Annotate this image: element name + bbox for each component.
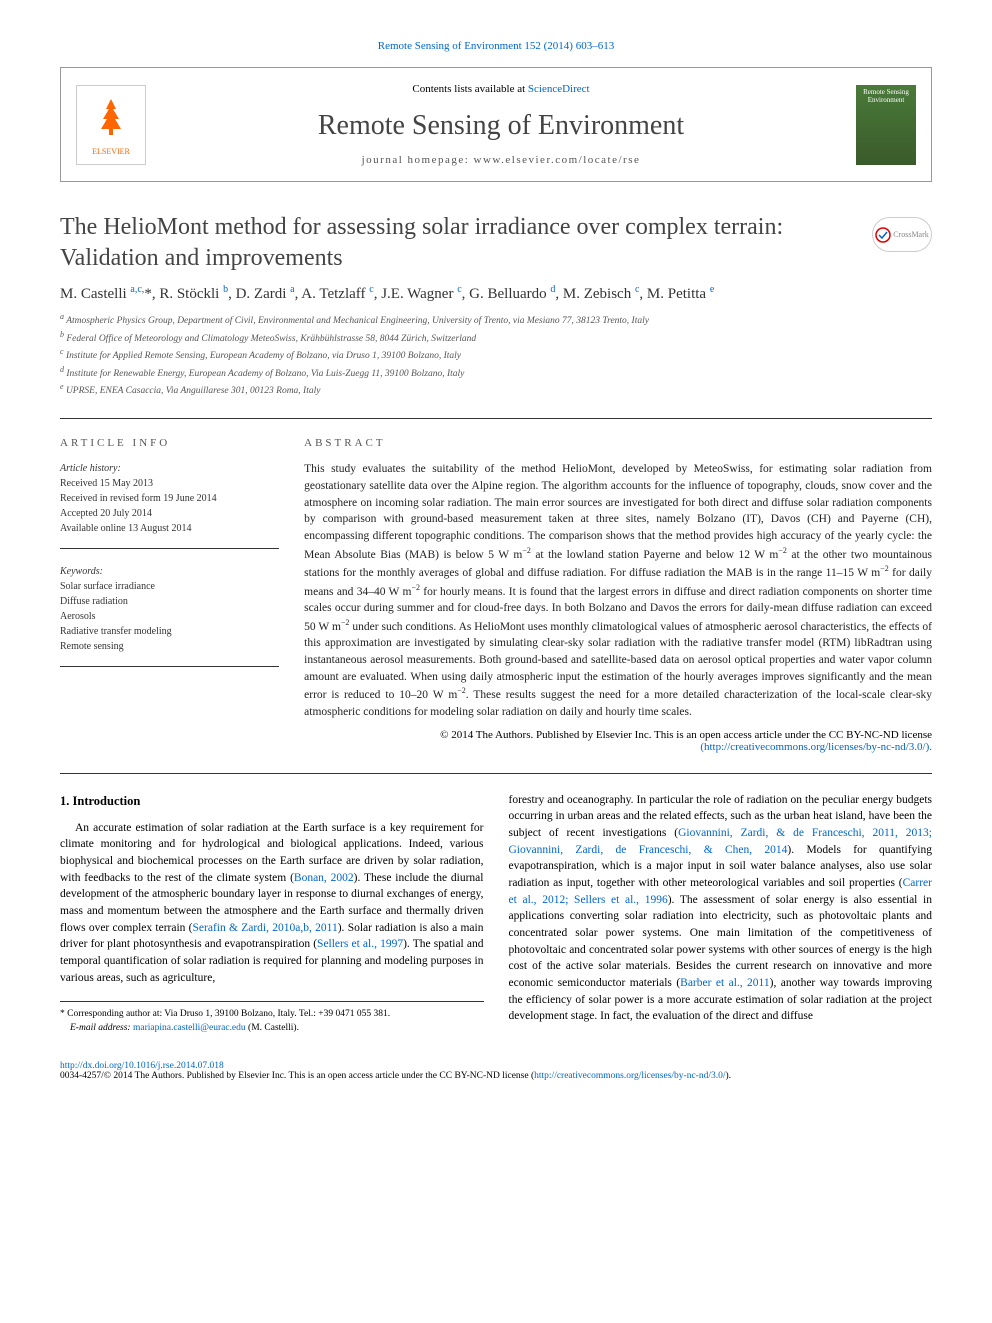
journal-reference-top: Remote Sensing of Environment 152 (2014)…	[60, 40, 932, 52]
history-label: Article history:	[60, 461, 279, 476]
affiliation-line: c Institute for Applied Remote Sensing, …	[60, 346, 932, 363]
homepage-url[interactable]: www.elsevier.com/locate/rse	[474, 154, 641, 166]
crossmark-badge[interactable]: CrossMark	[872, 217, 932, 252]
homepage-prefix: journal homepage:	[362, 154, 474, 166]
elsevier-tree-icon	[91, 94, 131, 147]
journal-name: Remote Sensing of Environment	[146, 110, 856, 142]
history-line: Received 15 May 2013	[60, 476, 279, 491]
contents-prefix: Contents lists available at	[412, 83, 527, 95]
section-divider	[60, 773, 932, 774]
corresponding-text: * Corresponding author at: Via Druso 1, …	[60, 1008, 484, 1022]
corresponding-author-note: * Corresponding author at: Via Druso 1, …	[60, 1001, 484, 1036]
citation-sellers97[interactable]: Sellers et al., 1997	[317, 938, 403, 950]
body-column-right: forestry and oceanography. In particular…	[509, 792, 933, 1036]
footer-license-suffix: ).	[726, 1071, 732, 1081]
article-history: Article history: Received 15 May 2013Rec…	[60, 461, 279, 549]
footer-license-link[interactable]: http://creativecommons.org/licenses/by-n…	[534, 1071, 725, 1081]
citation-serafin[interactable]: Serafin & Zardi, 2010a,b, 2011	[193, 922, 338, 934]
article-info-column: ARTICLE INFO Article history: Received 1…	[60, 437, 304, 752]
keyword-line: Radiative transfer modeling	[60, 624, 279, 639]
authors-line: M. Castelli a,c,*, R. Stöckli b, D. Zard…	[60, 284, 932, 303]
section-heading-intro: 1. Introduction	[60, 792, 484, 810]
intro-paragraph-2: forestry and oceanography. In particular…	[509, 792, 933, 1025]
keywords-label: Keywords:	[60, 564, 279, 579]
contents-line: Contents lists available at ScienceDirec…	[146, 83, 856, 95]
keywords-block: Keywords: Solar surface irradianceDiffus…	[60, 564, 279, 667]
elsevier-logo: ELSEVIER	[76, 85, 146, 165]
issn-text: 0034-4257/© 2014 The Authors. Published …	[60, 1071, 534, 1081]
intro-text-2c: ). The assessment of solar energy is als…	[509, 894, 933, 989]
article-info-label: ARTICLE INFO	[60, 437, 279, 449]
affiliation-line: d Institute for Renewable Energy, Europe…	[60, 364, 932, 381]
keyword-line: Remote sensing	[60, 639, 279, 654]
history-line: Available online 13 August 2014	[60, 521, 279, 536]
corresponding-email[interactable]: mariapina.castelli@eurac.edu	[133, 1023, 246, 1033]
email-suffix: (M. Castelli).	[246, 1023, 299, 1033]
elsevier-label: ELSEVIER	[92, 147, 130, 156]
email-label: E-mail address:	[70, 1023, 133, 1033]
abstract-column: ABSTRACT This study evaluates the suitab…	[304, 437, 932, 752]
intro-paragraph-1: An accurate estimation of solar radiatio…	[60, 820, 484, 987]
affiliation-line: a Atmospheric Physics Group, Department …	[60, 311, 932, 328]
page-footer: http://dx.doi.org/10.1016/j.rse.2014.07.…	[60, 1061, 932, 1081]
abstract-copyright: © 2014 The Authors. Published by Elsevie…	[304, 729, 932, 753]
history-line: Received in revised form 19 June 2014	[60, 491, 279, 506]
journal-cover-thumbnail: Remote Sensing Environment	[856, 85, 916, 165]
body-column-left: 1. Introduction An accurate estimation o…	[60, 792, 484, 1036]
copyright-text: © 2014 The Authors. Published by Elsevie…	[440, 729, 932, 741]
affiliations-block: a Atmospheric Physics Group, Department …	[60, 311, 932, 398]
history-line: Accepted 20 July 2014	[60, 506, 279, 521]
citation-barber[interactable]: Barber et al., 2011	[680, 977, 769, 989]
keyword-line: Diffuse radiation	[60, 594, 279, 609]
body-two-column: 1. Introduction An accurate estimation o…	[60, 792, 932, 1036]
abstract-label: ABSTRACT	[304, 437, 932, 449]
top-ref-link[interactable]: Remote Sensing of Environment 152 (2014)…	[378, 40, 614, 52]
crossmark-label: CrossMark	[893, 230, 929, 239]
sciencedirect-link[interactable]: ScienceDirect	[528, 83, 590, 95]
affiliation-line: e UPRSE, ENEA Casaccia, Via Anguillarese…	[60, 381, 932, 398]
abstract-text: This study evaluates the suitability of …	[304, 461, 932, 720]
doi-link[interactable]: http://dx.doi.org/10.1016/j.rse.2014.07.…	[60, 1061, 224, 1071]
license-link[interactable]: (http://creativecommons.org/licenses/by-…	[700, 741, 932, 753]
citation-bonan[interactable]: Bonan, 2002	[294, 872, 354, 884]
affiliation-line: b Federal Office of Meteorology and Clim…	[60, 329, 932, 346]
keyword-line: Solar surface irradiance	[60, 579, 279, 594]
journal-header: ELSEVIER Contents lists available at Sci…	[60, 67, 932, 182]
keyword-line: Aerosols	[60, 609, 279, 624]
article-title: The HelioMont method for assessing solar…	[60, 212, 932, 274]
journal-homepage: journal homepage: www.elsevier.com/locat…	[146, 154, 856, 166]
